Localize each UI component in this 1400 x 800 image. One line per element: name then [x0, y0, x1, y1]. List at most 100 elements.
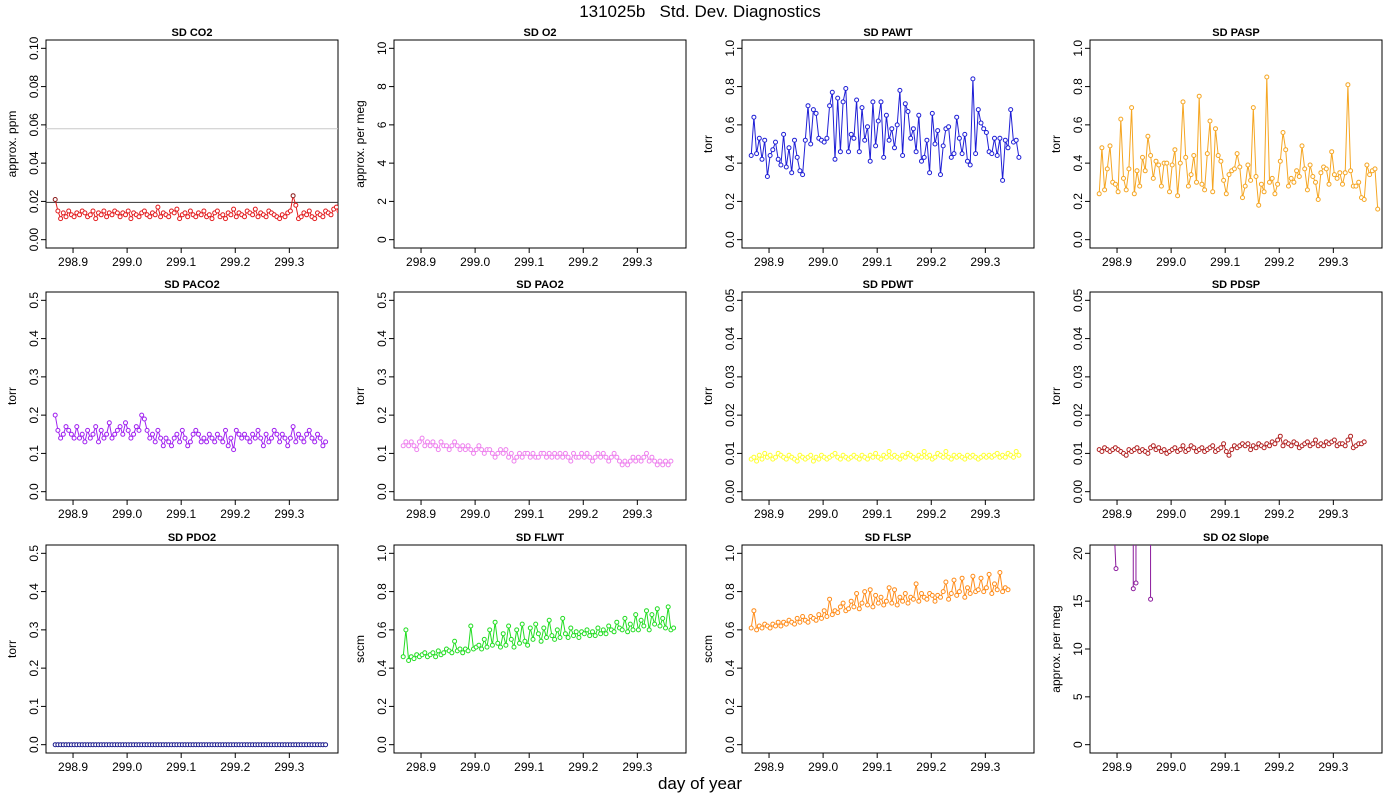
- sd-co2-point: [71, 214, 77, 220]
- sd-flsp-point: [856, 606, 862, 612]
- sd-pao2-point: [552, 450, 558, 456]
- sd-co2-ytick-label: 0.04: [27, 151, 41, 175]
- sd-pawt-point: [764, 174, 770, 179]
- sd-o2-xtick-label: 298.9: [406, 255, 436, 269]
- sd-pdsp-ytick-label: 0.01: [1071, 441, 1085, 465]
- sd-pawt-point: [762, 137, 768, 143]
- sd-pasp-point: [1275, 181, 1281, 187]
- sd-pao2-xtick-label: 299.3: [622, 507, 652, 521]
- sd-paco2-point: [247, 439, 253, 445]
- sd-pdo2-xtick-label: 299.2: [220, 760, 250, 774]
- sd-pasp-point: [1123, 187, 1129, 193]
- sd-flwt-point: [422, 650, 428, 656]
- sd-flsp-point: [824, 614, 830, 619]
- sd-pdsp-point: [1156, 445, 1162, 451]
- sd-pawt-point: [1005, 145, 1011, 151]
- sd-pawt-point: [900, 153, 906, 158]
- sd-co2-point: [109, 212, 115, 218]
- sd-pasp-point: [1129, 105, 1135, 111]
- sd-pawt-point: [856, 149, 862, 155]
- sd-pasp-point: [1107, 143, 1113, 149]
- sd-flwt-point: [660, 615, 666, 621]
- sd-pdsp-point: [1345, 437, 1351, 443]
- sd-pdsp-ytick-label: 0.04: [1071, 327, 1085, 351]
- sd-co2-point: [177, 216, 183, 222]
- sd-co2-panel: SD CO2 298.9 299.0 299.1 299.2 299.3 0.00 0.02 0…: [5, 27, 374, 269]
- sd-paco2-point: [201, 435, 207, 441]
- sd-pdo2-ytick-label: 0.1: [27, 698, 41, 715]
- sd-paco2-point: [141, 416, 147, 422]
- sd-pao2-point: [519, 454, 525, 460]
- sd-pawt-point: [840, 99, 846, 105]
- sd-paco2-point: [139, 412, 145, 418]
- sd-paco2-point: [152, 439, 158, 445]
- sd-co2-point: [193, 214, 199, 220]
- sd-pasp-point: [1102, 187, 1108, 193]
- sd-pasp-point: [1134, 168, 1140, 174]
- sd-co2-point: [351, 211, 355, 215]
- sd-pao2-point: [668, 458, 674, 464]
- sd-paco2-ytick-label: 0.4: [27, 330, 41, 347]
- sd-o2-slope-point: [1130, 586, 1136, 592]
- sd-pao2-ytick-label: 0.2: [375, 406, 389, 423]
- sd-pawt-point: [1008, 107, 1014, 113]
- sd-flsp-point: [800, 614, 806, 619]
- sd-pawt-point: [810, 107, 816, 113]
- sd-pasp-point: [1283, 147, 1289, 153]
- sd-pdwt-point: [870, 454, 876, 460]
- sd-paco2-point: [185, 443, 191, 449]
- sd-pasp-point: [1213, 126, 1218, 132]
- sd-paco2-point: [290, 424, 296, 430]
- sd-pao2-point: [462, 447, 468, 453]
- sd-co2-point: [201, 208, 207, 214]
- sd-paco2-point: [144, 427, 150, 433]
- sd-flwt-point: [671, 625, 677, 631]
- sd-flsp-point: [932, 598, 938, 604]
- sd-pasp-ylabel: torr: [1049, 135, 1063, 153]
- sd-pao2-point: [427, 443, 433, 449]
- sd-flsp-frame: [741, 544, 1035, 754]
- sd-co2-point: [370, 217, 374, 221]
- sd-pawt-point: [889, 126, 895, 132]
- sd-pao2-point: [554, 454, 560, 460]
- sd-pawt-point: [927, 170, 933, 176]
- sd-flsp-point: [813, 617, 819, 623]
- sd-pawt-point: [959, 151, 965, 157]
- sd-pdsp-point: [1313, 437, 1318, 443]
- sd-pawt-point: [870, 99, 876, 105]
- sd-pasp-point: [1267, 179, 1272, 185]
- sd-pdsp-point: [1294, 441, 1300, 447]
- sd-paco2-point: [96, 439, 101, 445]
- sd-flwt-ylabel: sccm: [353, 635, 367, 663]
- sd-pdo2-ylabel: torr: [5, 640, 19, 658]
- sd-flsp-panel: SD FLSP 298.9 299.0 299.1 299.2 299.3 0.0 0.2 0.…: [701, 532, 1035, 774]
- x-axis-label: day of year: [657, 774, 743, 793]
- sd-pao2-point: [560, 454, 566, 460]
- sd-flsp-point: [897, 594, 903, 600]
- sd-pdo2-panel: SD PDO2 298.9 299.0 299.1 299.2 299.3 0.0 0.1 0.…: [5, 532, 339, 774]
- sd-pawt-series-line: [750, 78, 1020, 181]
- sd-flwt-point: [654, 606, 660, 612]
- sd-co2-point: [104, 214, 110, 220]
- sd-pao2-point: [654, 462, 660, 468]
- sd-paco2-point: [171, 435, 177, 441]
- sd-co2-point: [231, 206, 237, 212]
- sd-flwt-point: [452, 638, 458, 644]
- sd-pasp-point: [1272, 191, 1278, 197]
- sd-pdsp-xtick-label: 299.0: [1156, 507, 1186, 521]
- sd-pao2-point: [565, 454, 571, 460]
- sd-pasp-point: [1223, 191, 1229, 197]
- sd-pasp-point: [1307, 162, 1313, 168]
- sd-flsp-point: [900, 598, 906, 604]
- sd-pao2-point: [416, 439, 422, 445]
- sd-o2-slope-xtick-label: 299.0: [1156, 760, 1186, 774]
- sd-flsp-point: [829, 612, 835, 618]
- sd-o2-slope-frame: [1089, 544, 1383, 754]
- sd-paco2-point: [293, 439, 299, 445]
- sd-pasp-point: [1329, 149, 1335, 155]
- sd-pao2-point: [473, 447, 479, 453]
- sd-flwt-point: [522, 638, 528, 644]
- sd-pasp-ytick-label: 1.0: [1071, 40, 1085, 57]
- sd-pao2-point: [511, 458, 517, 464]
- sd-flwt-point: [606, 623, 612, 629]
